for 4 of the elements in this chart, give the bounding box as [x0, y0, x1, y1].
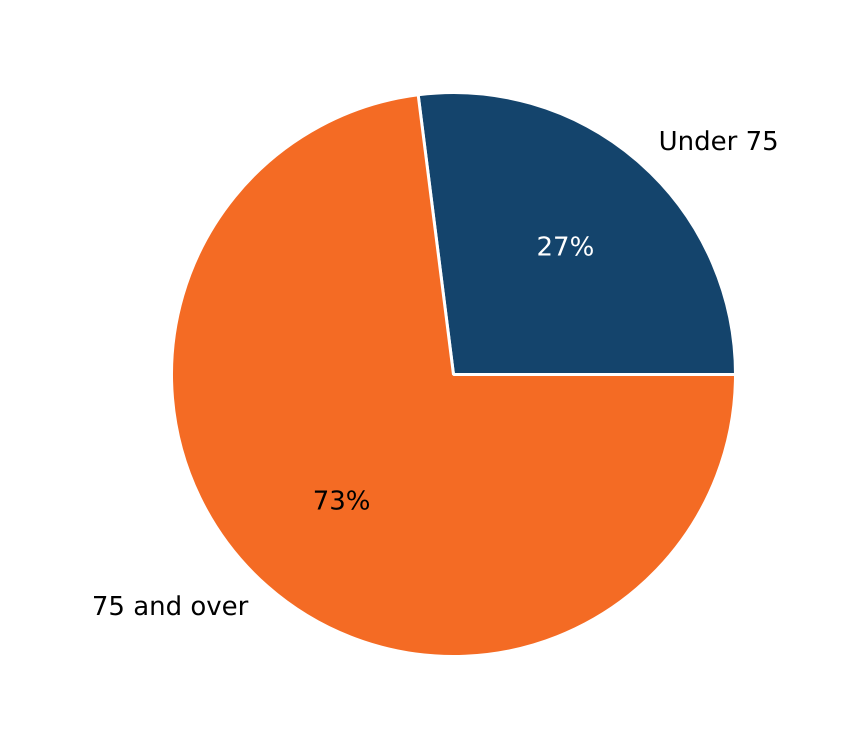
- slice-label: Under 75: [658, 126, 779, 157]
- slice-label: 75 and over: [92, 592, 249, 622]
- data-label: 73%: [312, 486, 371, 516]
- data-label: 27%: [536, 232, 594, 263]
